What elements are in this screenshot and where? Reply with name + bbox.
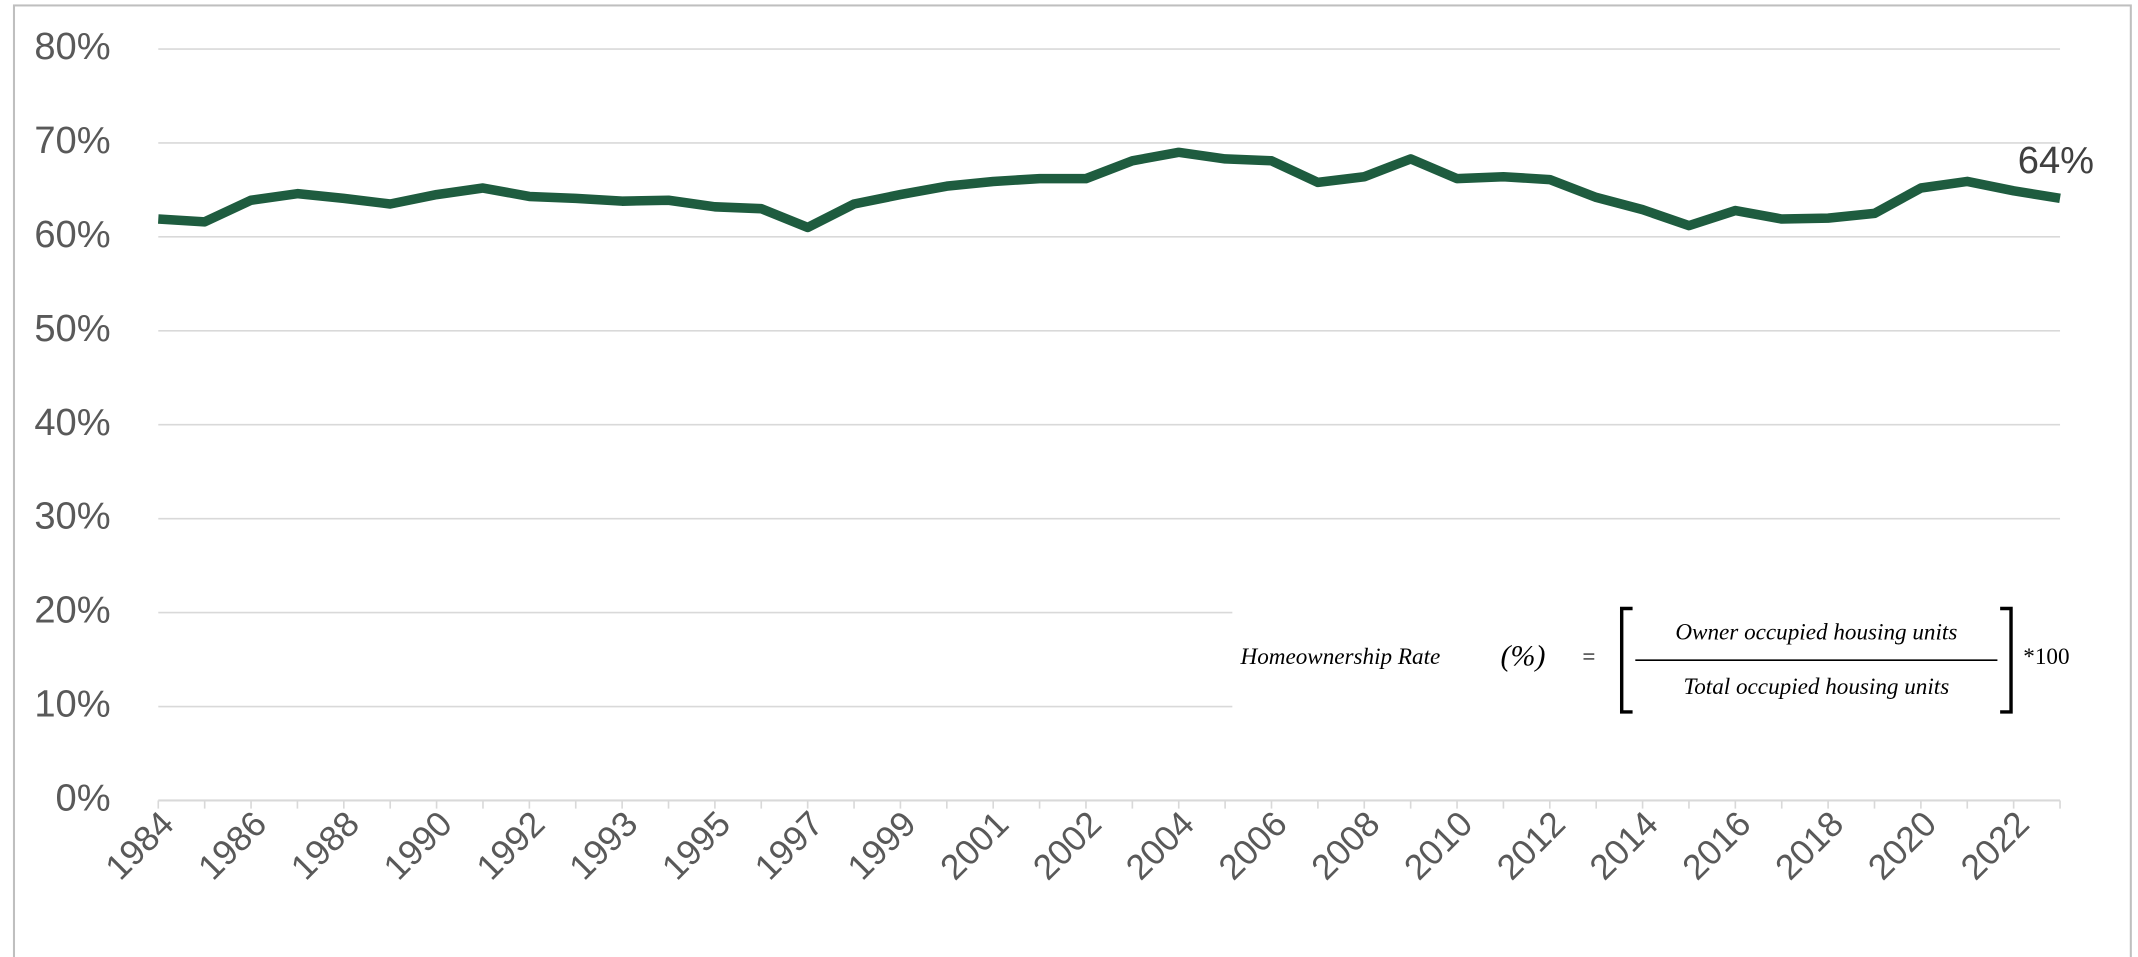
formula-lhs: Homeownership Rate	[1240, 644, 1441, 670]
formula-denominator: Total occupied housing units	[1683, 674, 1949, 700]
formula: Homeownership Rate (%) = Owner occupied …	[1232, 598, 2090, 729]
data-label: 64%	[2018, 140, 2094, 182]
y-tick-label: 20%	[34, 590, 110, 632]
y-tick-label: 0%	[56, 778, 111, 820]
plot: 64%	[157, 140, 2094, 233]
y-tick-label: 30%	[34, 496, 110, 538]
bracket-right	[2000, 606, 2013, 714]
y-tick-label: 80%	[34, 26, 110, 68]
y-tick-label: 50%	[34, 308, 110, 350]
y-tick-label: 70%	[34, 120, 110, 162]
bracket-left	[1619, 606, 1633, 714]
formula-multiplier: *100	[2023, 644, 2069, 670]
chart-frame	[12, 4, 2132, 957]
y-tick-label: 60%	[34, 214, 110, 256]
y-tick-label: 40%	[34, 402, 110, 444]
formula-unit: (%)	[1501, 640, 1546, 673]
formula-equals: =	[1581, 644, 1597, 670]
grid: 0% 10% 20% 30% 40% 50% 60% 70% 80%	[34, 26, 2061, 820]
line-series	[157, 147, 2061, 233]
formula-background	[1232, 598, 2090, 729]
y-tick-label: 10%	[34, 684, 110, 726]
formula-numerator: Owner occupied housing units	[1675, 620, 1957, 646]
